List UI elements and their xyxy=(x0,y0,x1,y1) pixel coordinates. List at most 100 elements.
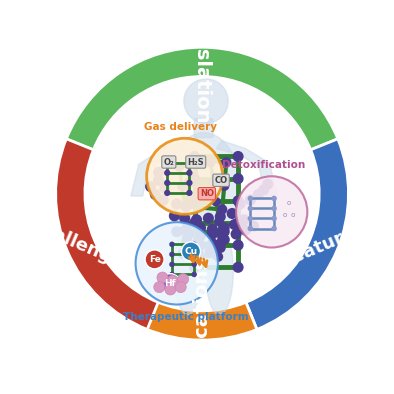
Text: Therapeutic platform: Therapeutic platform xyxy=(123,312,249,322)
Circle shape xyxy=(191,271,197,277)
Circle shape xyxy=(238,214,249,225)
Circle shape xyxy=(184,178,194,188)
Circle shape xyxy=(161,273,180,293)
Circle shape xyxy=(203,213,214,224)
Circle shape xyxy=(207,224,218,235)
Circle shape xyxy=(247,216,253,221)
Circle shape xyxy=(189,262,200,273)
Text: NO: NO xyxy=(200,189,214,198)
Circle shape xyxy=(248,221,259,232)
Circle shape xyxy=(240,225,251,236)
Circle shape xyxy=(191,262,197,267)
Circle shape xyxy=(167,275,178,286)
Circle shape xyxy=(169,262,175,267)
Circle shape xyxy=(232,217,243,229)
Text: Features: Features xyxy=(279,219,368,271)
Circle shape xyxy=(182,236,193,247)
Ellipse shape xyxy=(174,228,202,315)
Text: Gas delivery: Gas delivery xyxy=(144,122,217,132)
Text: CO: CO xyxy=(214,176,228,185)
Circle shape xyxy=(271,206,277,211)
Circle shape xyxy=(186,154,196,164)
Ellipse shape xyxy=(206,228,233,315)
Circle shape xyxy=(227,208,238,219)
Circle shape xyxy=(182,201,192,212)
Circle shape xyxy=(217,204,227,215)
Circle shape xyxy=(191,252,197,257)
FancyBboxPatch shape xyxy=(194,119,213,138)
Ellipse shape xyxy=(168,133,239,236)
Circle shape xyxy=(150,189,161,200)
Circle shape xyxy=(221,157,231,167)
Circle shape xyxy=(234,199,245,210)
Circle shape xyxy=(193,247,204,258)
Circle shape xyxy=(217,236,227,246)
Circle shape xyxy=(207,238,218,249)
Circle shape xyxy=(177,249,188,259)
Circle shape xyxy=(154,282,165,293)
Text: O₂: O₂ xyxy=(164,158,174,167)
Circle shape xyxy=(147,138,223,214)
Circle shape xyxy=(186,170,193,176)
Circle shape xyxy=(179,213,190,224)
Circle shape xyxy=(191,242,197,247)
Circle shape xyxy=(169,210,180,221)
Circle shape xyxy=(186,160,193,166)
Wedge shape xyxy=(66,47,338,150)
Circle shape xyxy=(271,216,277,221)
Circle shape xyxy=(183,221,192,230)
Circle shape xyxy=(169,271,175,277)
Circle shape xyxy=(207,229,218,240)
Wedge shape xyxy=(56,139,158,329)
Polygon shape xyxy=(131,141,193,196)
Circle shape xyxy=(213,252,223,262)
Circle shape xyxy=(195,230,206,241)
Circle shape xyxy=(180,201,190,211)
Circle shape xyxy=(169,252,175,257)
Circle shape xyxy=(171,226,182,237)
Circle shape xyxy=(153,175,164,186)
Circle shape xyxy=(215,242,226,253)
Circle shape xyxy=(175,282,186,293)
Circle shape xyxy=(189,240,200,251)
Circle shape xyxy=(183,229,194,240)
Circle shape xyxy=(184,79,228,123)
Circle shape xyxy=(182,242,201,261)
Circle shape xyxy=(236,176,307,247)
Text: ₒ
ₒ ₒ: ₒ ₒ ₒ xyxy=(283,197,296,219)
Circle shape xyxy=(165,284,176,295)
Circle shape xyxy=(214,217,224,226)
Circle shape xyxy=(153,167,164,178)
Circle shape xyxy=(186,241,195,250)
Circle shape xyxy=(180,225,190,235)
Circle shape xyxy=(258,184,269,195)
Circle shape xyxy=(164,180,170,186)
Circle shape xyxy=(232,151,243,162)
Circle shape xyxy=(247,226,253,231)
Circle shape xyxy=(164,190,170,196)
Circle shape xyxy=(85,76,319,311)
Text: Fe: Fe xyxy=(149,255,160,264)
Circle shape xyxy=(219,181,229,191)
Text: H₂S: H₂S xyxy=(188,158,204,167)
Circle shape xyxy=(271,226,277,231)
Wedge shape xyxy=(246,139,348,329)
Circle shape xyxy=(157,272,168,283)
Circle shape xyxy=(189,195,200,206)
Text: Translation: Translation xyxy=(193,1,212,123)
Text: Challenges: Challenges xyxy=(26,215,135,275)
Circle shape xyxy=(145,250,164,269)
Circle shape xyxy=(215,211,226,222)
Circle shape xyxy=(247,206,253,211)
Circle shape xyxy=(271,196,277,201)
Circle shape xyxy=(189,217,200,229)
Circle shape xyxy=(186,180,193,186)
Circle shape xyxy=(191,214,202,225)
Circle shape xyxy=(189,151,200,162)
Circle shape xyxy=(232,262,243,273)
Circle shape xyxy=(232,173,243,184)
Circle shape xyxy=(230,229,242,240)
Circle shape xyxy=(212,197,221,206)
Circle shape xyxy=(245,195,256,206)
Circle shape xyxy=(232,240,243,251)
